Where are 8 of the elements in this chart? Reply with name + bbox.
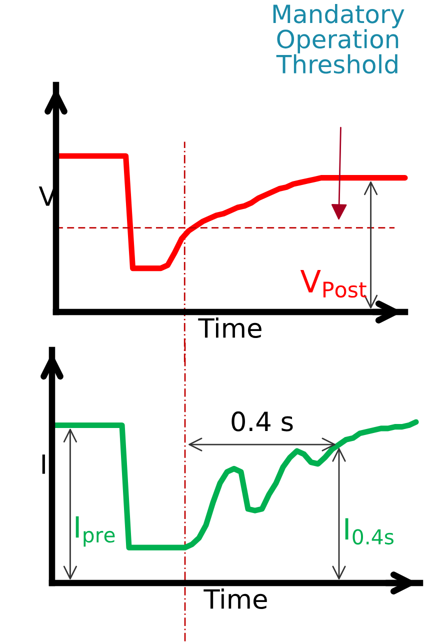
x-axis-title: Time (198, 318, 262, 338)
text: Mandatory Operation Threshold (273, 4, 404, 74)
y-axis-title: I (42, 454, 45, 474)
x-axis-title: Time (204, 588, 267, 609)
annotation: 0.4 s (232, 411, 293, 432)
annotation: I$_{0.4s}$ (345, 518, 394, 545)
annotation: I$_{pre}$ (76, 516, 115, 547)
annotation: V$_{Post}$ (300, 270, 366, 298)
